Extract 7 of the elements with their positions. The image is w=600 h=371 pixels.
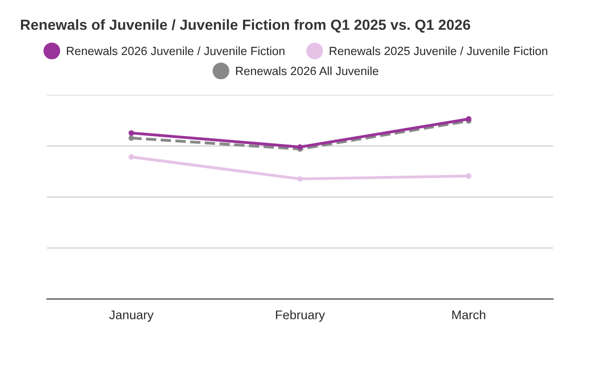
legend-label: Renewals 2026 Juvenile / Juvenile Fiction <box>66 46 284 56</box>
chart-title: Renewals of Juvenile / Juvenile Fiction from Q1 2025 vs. Q1 2026 <box>20 19 470 33</box>
x-tick-label: March <box>452 310 486 320</box>
x-tick-label: February <box>276 310 325 322</box>
legend-label: Renewals 2026 All Juvenile <box>236 66 378 76</box>
legend-label: Renewals 2025 Juvenile / Juvenile Fiction <box>330 46 548 56</box>
x-tick-label: January <box>109 310 154 322</box>
